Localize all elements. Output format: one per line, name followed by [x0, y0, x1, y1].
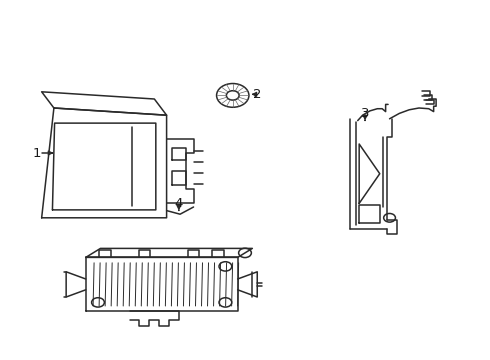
Text: 4: 4: [174, 197, 183, 210]
Text: 2: 2: [253, 88, 262, 101]
Text: 3: 3: [361, 107, 369, 120]
Text: 1: 1: [32, 147, 41, 159]
